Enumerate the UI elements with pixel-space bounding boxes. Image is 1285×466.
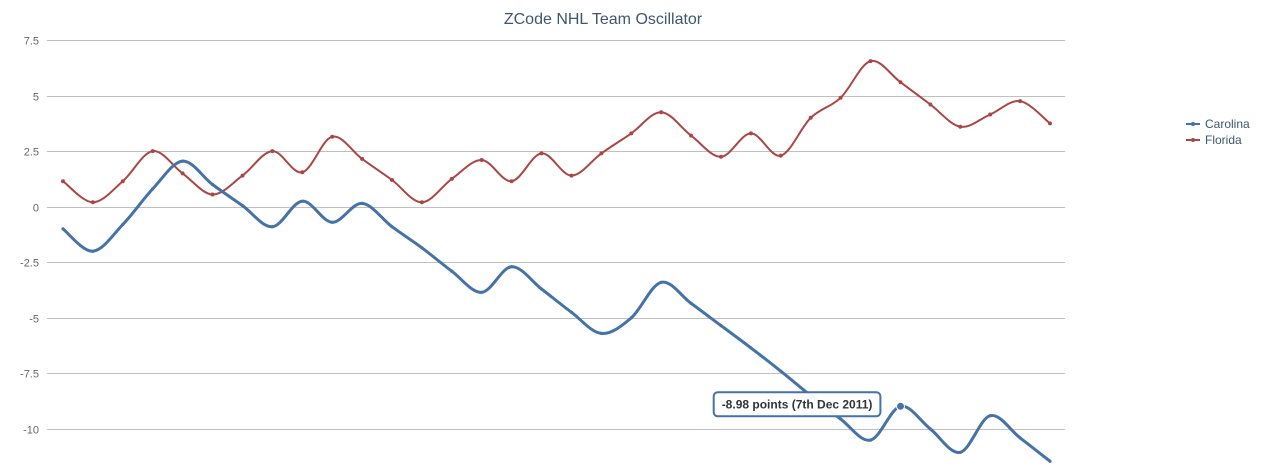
y-tick-label: 5 bbox=[33, 92, 39, 104]
y-tick-label: -5 bbox=[29, 314, 39, 326]
data-point-florida[interactable] bbox=[689, 133, 694, 138]
data-point-florida[interactable] bbox=[868, 59, 873, 64]
data-point-carolina[interactable] bbox=[1048, 459, 1052, 463]
legend: Carolina Florida bbox=[1186, 117, 1250, 147]
data-point-florida[interactable] bbox=[419, 200, 424, 205]
data-point-florida[interactable] bbox=[61, 179, 65, 184]
data-point-florida[interactable] bbox=[838, 95, 843, 100]
data-point-carolina[interactable] bbox=[868, 438, 873, 442]
data-point-florida[interactable] bbox=[748, 131, 753, 136]
series-line-florida bbox=[62, 59, 1051, 204]
data-point-carolina[interactable] bbox=[91, 249, 95, 253]
data-point-carolina[interactable] bbox=[599, 331, 604, 335]
series-layer bbox=[61, 59, 1052, 463]
data-point-florida[interactable] bbox=[898, 80, 903, 85]
tooltip: -8.98 points (7th Dec 2011) bbox=[712, 391, 905, 418]
data-point-carolina[interactable] bbox=[360, 201, 364, 205]
data-point-carolina[interactable] bbox=[629, 316, 633, 320]
data-point-carolina[interactable] bbox=[689, 301, 693, 305]
data-point-carolina[interactable] bbox=[659, 280, 663, 284]
data-point-carolina[interactable] bbox=[450, 269, 454, 273]
data-point-carolina[interactable] bbox=[390, 225, 394, 229]
tooltip-box bbox=[712, 391, 882, 418]
data-point-carolina[interactable] bbox=[420, 246, 424, 250]
data-point-florida[interactable] bbox=[988, 112, 993, 117]
data-point-florida[interactable] bbox=[330, 134, 335, 139]
data-point-florida[interactable] bbox=[778, 153, 783, 158]
data-point-florida[interactable] bbox=[659, 110, 664, 115]
data-point-carolina[interactable] bbox=[928, 427, 933, 431]
data-point-carolina[interactable] bbox=[270, 225, 274, 229]
legend-label: Florida bbox=[1205, 133, 1242, 147]
y-tick-label: 2.5 bbox=[24, 147, 39, 159]
data-point-florida[interactable] bbox=[808, 115, 813, 120]
legend-label: Carolina bbox=[1205, 117, 1250, 131]
y-tick-label: -2.5 bbox=[20, 258, 39, 270]
data-point-carolina[interactable] bbox=[539, 287, 544, 291]
data-point-carolina[interactable] bbox=[779, 369, 783, 373]
data-point-florida[interactable] bbox=[509, 179, 514, 184]
data-point-carolina[interactable] bbox=[210, 182, 215, 187]
data-point-carolina[interactable] bbox=[240, 204, 245, 208]
data-point-florida[interactable] bbox=[120, 179, 125, 184]
data-point-carolina[interactable] bbox=[988, 414, 992, 418]
data-point-carolina[interactable] bbox=[1018, 436, 1022, 440]
data-point-florida[interactable] bbox=[539, 151, 544, 156]
legend-item-carolina[interactable]: Carolina bbox=[1186, 117, 1250, 131]
tooltip-text: -8.98 points (7th Dec 2011) bbox=[722, 397, 873, 411]
data-point-florida[interactable] bbox=[300, 170, 305, 175]
data-point-carolina[interactable] bbox=[151, 187, 155, 191]
legend-marker bbox=[1191, 122, 1195, 126]
data-point-florida[interactable] bbox=[240, 173, 245, 178]
y-tick-label: 7.5 bbox=[24, 36, 39, 48]
data-point-florida[interactable] bbox=[180, 171, 185, 176]
data-point-florida[interactable] bbox=[599, 151, 604, 156]
data-point-carolina[interactable] bbox=[330, 220, 334, 224]
data-point-florida[interactable] bbox=[390, 178, 394, 182]
data-point-carolina[interactable] bbox=[121, 222, 125, 227]
data-point-florida[interactable] bbox=[270, 149, 275, 154]
data-point-carolina[interactable] bbox=[719, 324, 723, 328]
data-point-carolina[interactable] bbox=[181, 159, 185, 163]
data-point-carolina[interactable] bbox=[510, 265, 514, 269]
data-point-carolina[interactable] bbox=[839, 417, 843, 421]
data-point-florida[interactable] bbox=[629, 131, 634, 136]
data-point-carolina[interactable] bbox=[480, 290, 484, 294]
data-point-carolina[interactable] bbox=[300, 199, 304, 203]
legend-item-florida[interactable]: Florida bbox=[1186, 133, 1242, 147]
data-point-carolina[interactable] bbox=[958, 450, 962, 454]
data-point-carolina[interactable] bbox=[749, 346, 753, 350]
chart-title: ZCode NHL Team Oscillator bbox=[504, 11, 703, 28]
y-axis-tick-labels: 7.5 5 2.5 0 -2.5 -5 -7.5 -10 bbox=[20, 36, 39, 437]
data-point-florida[interactable] bbox=[928, 102, 933, 107]
y-tick-label: -10 bbox=[23, 425, 39, 437]
data-point-carolina[interactable] bbox=[569, 310, 574, 314]
legend-marker bbox=[1191, 138, 1195, 142]
series-carolina bbox=[61, 159, 1052, 463]
data-point-florida[interactable] bbox=[360, 156, 365, 161]
y-tick-label: -7.5 bbox=[20, 369, 39, 381]
data-point-florida[interactable] bbox=[449, 176, 454, 181]
data-point-florida[interactable] bbox=[1048, 121, 1052, 126]
series-florida bbox=[61, 59, 1052, 205]
data-point-florida[interactable] bbox=[150, 149, 155, 154]
data-point-florida[interactable] bbox=[479, 158, 484, 162]
grid-lines bbox=[47, 40, 1065, 430]
data-point-florida[interactable] bbox=[210, 192, 215, 197]
data-point-florida[interactable] bbox=[1018, 99, 1023, 104]
hovered-point[interactable] bbox=[896, 401, 905, 411]
y-tick-label: 0 bbox=[33, 203, 39, 215]
data-point-carolina[interactable] bbox=[61, 227, 65, 231]
data-point-florida[interactable] bbox=[569, 173, 574, 178]
data-point-florida[interactable] bbox=[90, 200, 95, 205]
data-point-florida[interactable] bbox=[958, 124, 963, 129]
series-line-carolina bbox=[61, 159, 1052, 463]
data-point-florida[interactable] bbox=[719, 154, 723, 159]
